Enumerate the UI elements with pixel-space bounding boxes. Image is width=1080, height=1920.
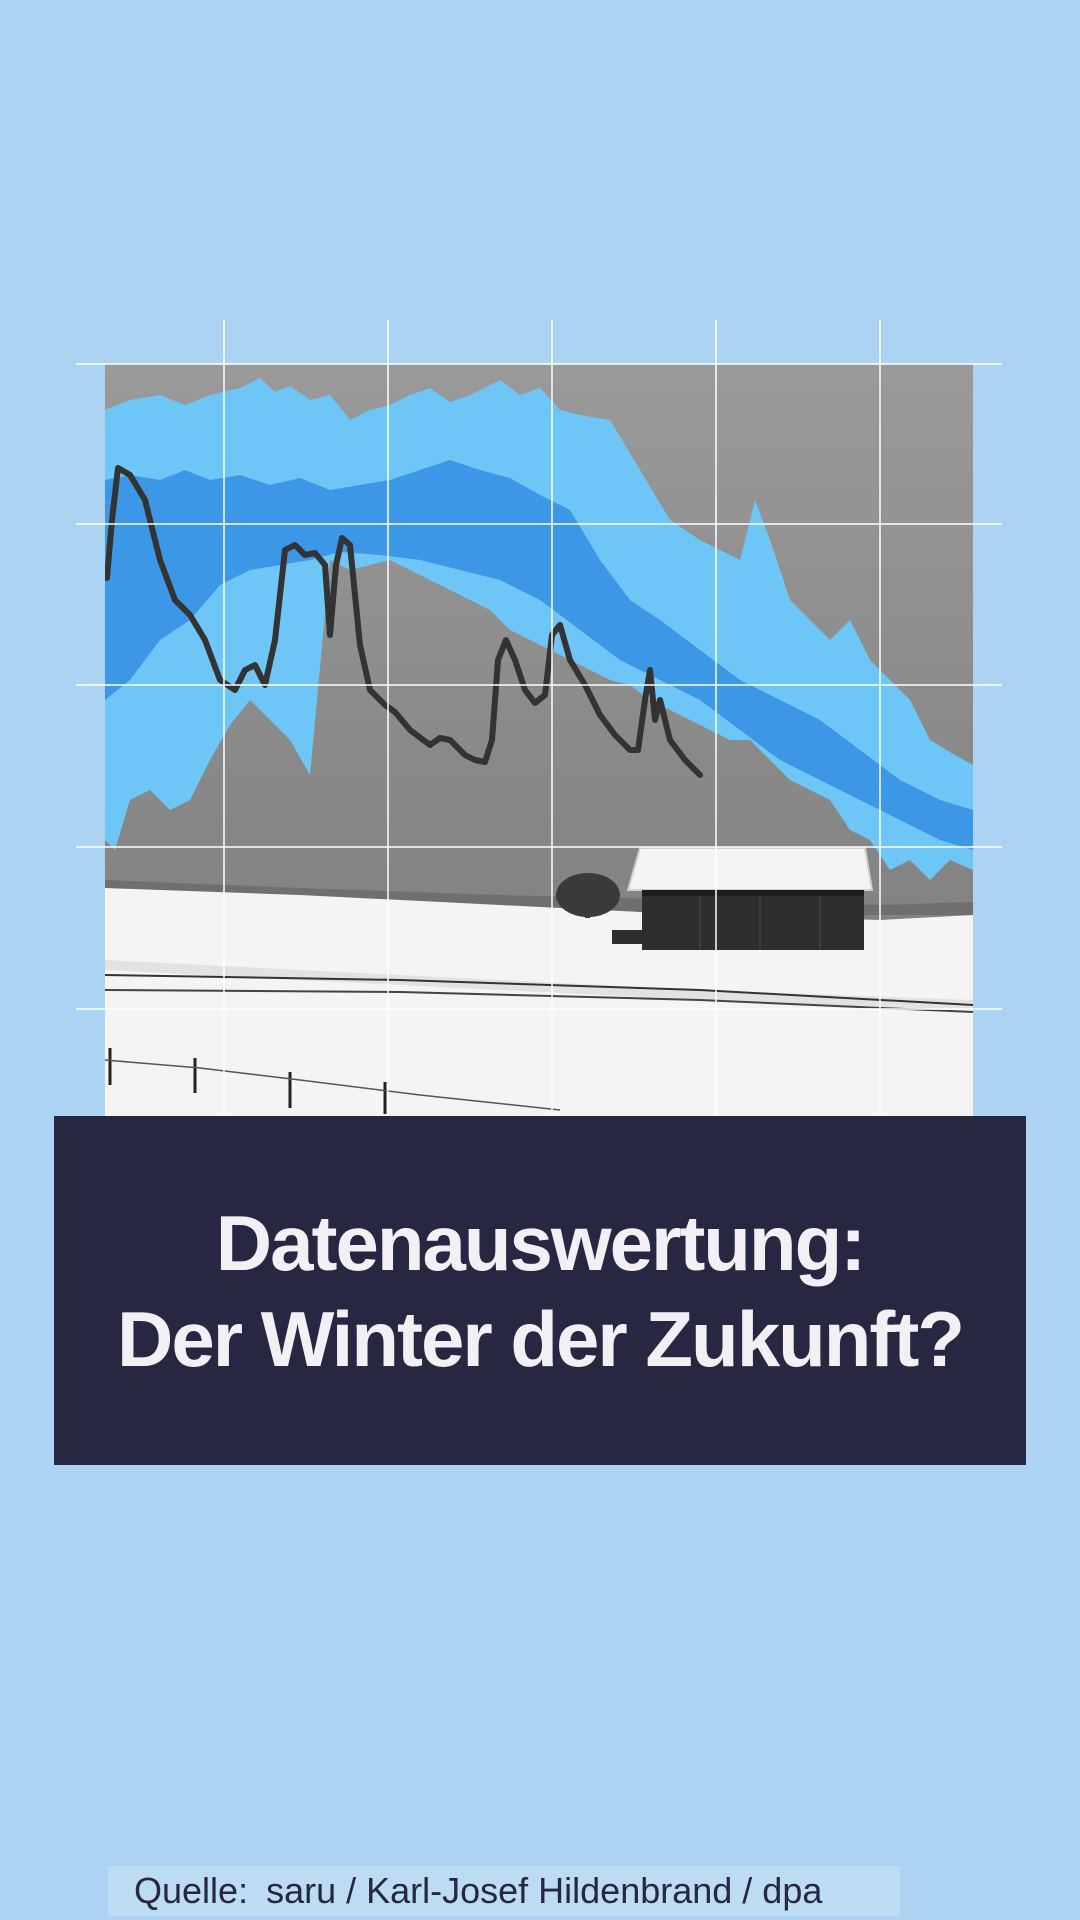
bare-tree — [556, 873, 620, 918]
barn — [612, 847, 874, 950]
source-label: Quelle: — [134, 1870, 249, 1911]
inner-range-band — [105, 460, 973, 850]
photo-area — [105, 364, 973, 1116]
headline-line-2: Der Winter der Zukunft? — [117, 1294, 965, 1383]
fence-posts — [108, 1048, 387, 1114]
source-text: saru / Karl-Josef Hildenbrand / dpa — [266, 1870, 823, 1911]
source-credit: Quelle: saru / Karl-Josef Hildenbrand / … — [108, 1866, 900, 1916]
climate-chart-illustration — [76, 320, 1002, 1116]
near-fence — [105, 974, 973, 1006]
chart-gridlines — [76, 320, 1002, 1116]
headline-line-1: Datenauswertung: — [215, 1198, 866, 1287]
headline-box: Datenauswertung: Der Winter der Zukunft? — [54, 1116, 1026, 1465]
